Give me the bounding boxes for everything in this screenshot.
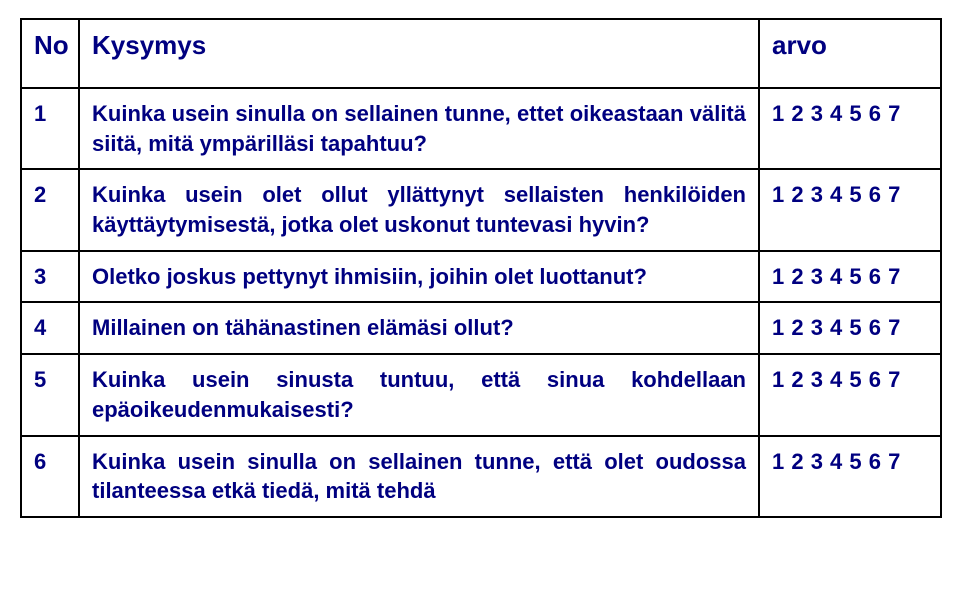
header-no: No (21, 19, 79, 88)
questionnaire-table: No Kysymys arvo 1 Kuinka usein sinulla o… (20, 18, 942, 518)
header-question: Kysymys (79, 19, 759, 88)
table-row: 6 Kuinka usein sinulla on sellainen tunn… (21, 436, 941, 517)
cell-no: 1 (21, 88, 79, 169)
cell-no: 3 (21, 251, 79, 303)
cell-value: 1 2 3 4 5 6 7 (759, 88, 941, 169)
cell-question: Kuinka usein olet ollut yllättynyt sella… (79, 169, 759, 250)
cell-question: Oletko joskus pettynyt ihmisiin, joihin … (79, 251, 759, 303)
cell-question: Kuinka usein sinulla on sellainen tunne,… (79, 88, 759, 169)
table-row: 5 Kuinka usein sinusta tuntuu, että sinu… (21, 354, 941, 435)
table-row: 1 Kuinka usein sinulla on sellainen tunn… (21, 88, 941, 169)
cell-no: 5 (21, 354, 79, 435)
cell-question: Millainen on tähänastinen elämäsi ollut? (79, 302, 759, 354)
table-row: 3 Oletko joskus pettynyt ihmisiin, joihi… (21, 251, 941, 303)
cell-no: 6 (21, 436, 79, 517)
cell-value: 1 2 3 4 5 6 7 (759, 302, 941, 354)
table-row: 4 Millainen on tähänastinen elämäsi ollu… (21, 302, 941, 354)
cell-value: 1 2 3 4 5 6 7 (759, 169, 941, 250)
table-row: 2 Kuinka usein olet ollut yllättynyt sel… (21, 169, 941, 250)
cell-no: 4 (21, 302, 79, 354)
cell-value: 1 2 3 4 5 6 7 (759, 436, 941, 517)
header-value: arvo (759, 19, 941, 88)
cell-value: 1 2 3 4 5 6 7 (759, 251, 941, 303)
cell-no: 2 (21, 169, 79, 250)
page: No Kysymys arvo 1 Kuinka usein sinulla o… (0, 0, 960, 610)
table-header-row: No Kysymys arvo (21, 19, 941, 88)
cell-question: Kuinka usein sinulla on sellainen tunne,… (79, 436, 759, 517)
cell-question: Kuinka usein sinusta tuntuu, että sinua … (79, 354, 759, 435)
cell-value: 1 2 3 4 5 6 7 (759, 354, 941, 435)
